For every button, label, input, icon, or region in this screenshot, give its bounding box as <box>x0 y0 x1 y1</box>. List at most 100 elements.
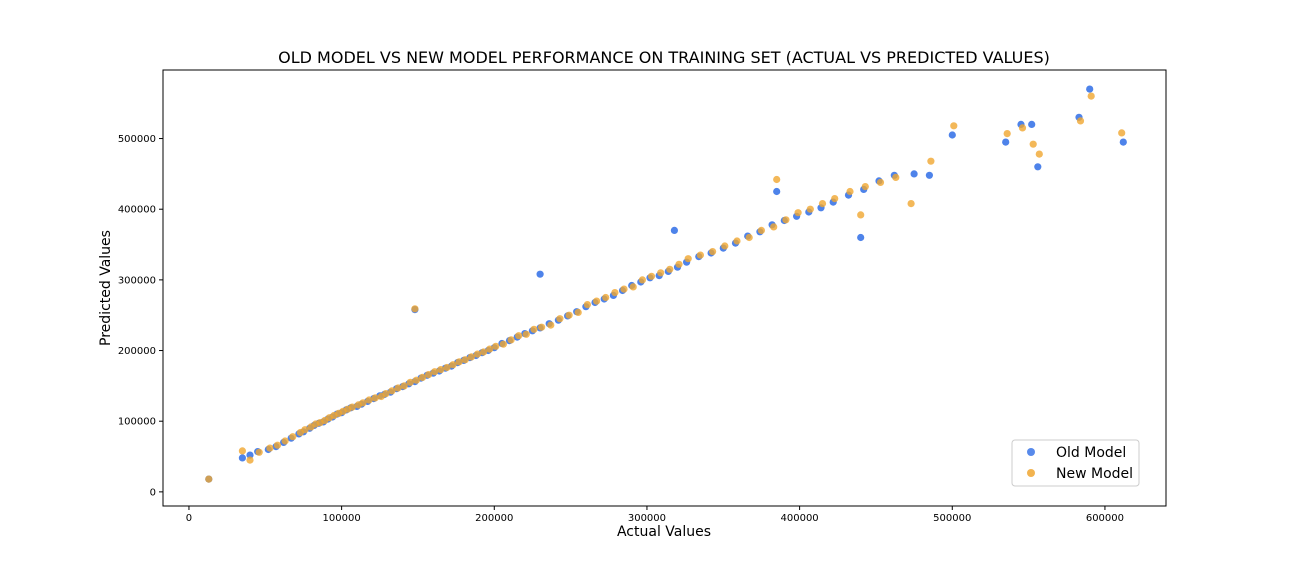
data-point <box>538 323 546 331</box>
data-point <box>382 390 390 398</box>
data-point <box>238 454 246 462</box>
y-tick-label: 500000 <box>118 134 156 145</box>
data-point <box>1028 120 1036 128</box>
data-point <box>411 305 419 313</box>
legend-marker-old-model <box>1027 448 1035 456</box>
data-point <box>733 237 741 245</box>
data-point <box>412 376 420 384</box>
x-tick-label: 500000 <box>933 513 971 524</box>
data-point <box>666 265 674 273</box>
legend: Old Model New Model <box>1011 439 1140 487</box>
data-point <box>522 330 530 338</box>
data-point <box>709 248 717 256</box>
data-point <box>927 157 935 165</box>
data-point <box>1034 163 1042 171</box>
y-axis-ticks: 0 100000 200000 300000 400000 500000 <box>118 134 163 498</box>
data-point <box>418 373 427 381</box>
data-point <box>556 315 564 323</box>
data-point <box>547 321 555 329</box>
x-axis-ticks: 0 100000 200000 300000 400000 500000 600000 <box>186 506 1124 524</box>
data-point <box>684 255 692 263</box>
data-point <box>486 345 494 353</box>
data-point <box>536 270 544 278</box>
data-point <box>757 226 766 234</box>
legend-label-new-model: New Model <box>1056 466 1133 482</box>
legend-label-old-model: Old Model <box>1056 445 1126 461</box>
legend-box <box>1011 439 1140 487</box>
data-point <box>565 311 573 319</box>
data-point <box>371 394 379 402</box>
data-point <box>818 200 827 208</box>
data-point <box>507 336 515 344</box>
x-tick-label: 200000 <box>475 513 513 524</box>
data-point <box>773 175 781 184</box>
data-point <box>846 187 854 196</box>
x-tick-label: 0 <box>186 513 192 524</box>
data-point <box>467 353 475 361</box>
data-point <box>910 170 918 178</box>
data-point <box>365 396 373 404</box>
data-point <box>266 444 274 452</box>
data-point <box>782 216 790 224</box>
y-tick-label: 400000 <box>118 205 156 216</box>
data-point <box>1018 124 1027 132</box>
x-tick-label: 100000 <box>323 513 361 524</box>
data-point <box>425 371 433 379</box>
data-point <box>515 332 523 340</box>
data-point <box>273 441 282 449</box>
data-point <box>281 437 289 445</box>
data-point <box>1087 92 1095 100</box>
data-point <box>1003 130 1011 138</box>
x-tick-label: 600000 <box>1086 513 1124 524</box>
data-point <box>437 366 445 374</box>
data-point <box>359 399 367 407</box>
data-point <box>246 451 254 459</box>
data-point <box>670 226 679 234</box>
data-point <box>1118 129 1126 137</box>
data-point <box>530 325 538 333</box>
data-point <box>745 233 753 242</box>
data-point <box>301 426 309 434</box>
data-point <box>1076 117 1085 125</box>
data-point <box>948 131 956 139</box>
data-point <box>246 456 254 464</box>
data-point <box>394 384 402 392</box>
data-point <box>647 272 656 280</box>
data-point <box>473 350 482 358</box>
data-point <box>857 211 865 219</box>
data-point <box>348 403 356 411</box>
data-point <box>876 178 885 186</box>
chart-title: OLD MODEL VS NEW MODEL PERFORMANCE ON TR… <box>278 48 1050 67</box>
data-point <box>255 448 263 456</box>
data-point <box>602 293 610 302</box>
data-point <box>443 363 451 372</box>
data-point <box>400 382 408 390</box>
data-point <box>831 195 839 203</box>
data-point <box>675 260 683 268</box>
data-point <box>238 447 246 455</box>
y-tick-label: 200000 <box>118 346 156 357</box>
data-point <box>857 233 865 242</box>
data-point <box>1119 138 1127 146</box>
plot-points <box>205 85 1127 483</box>
data-point <box>696 251 705 259</box>
y-tick-label: 300000 <box>118 275 156 286</box>
x-axis-label: Actual Values <box>617 524 711 540</box>
data-point <box>861 183 869 191</box>
data-point <box>773 187 781 196</box>
data-point <box>461 356 469 364</box>
data-point <box>492 342 500 350</box>
data-point <box>205 475 213 483</box>
data-point <box>289 433 297 441</box>
data-point <box>1002 138 1010 146</box>
series-new-model <box>205 92 1126 483</box>
data-point <box>629 283 637 291</box>
y-axis-label: Predicted Values <box>98 230 114 346</box>
data-point <box>593 297 601 305</box>
data-point <box>611 289 619 297</box>
data-point <box>406 378 414 386</box>
data-point <box>455 358 463 366</box>
legend-marker-new-model <box>1027 469 1035 477</box>
